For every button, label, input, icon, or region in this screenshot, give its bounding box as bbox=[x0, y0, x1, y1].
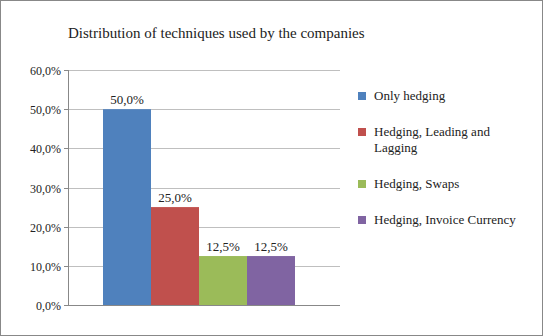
chart-border bbox=[1, 1, 543, 336]
x-axis-line bbox=[68, 305, 340, 306]
data-label: 12,5% bbox=[254, 239, 288, 254]
y-tick-label: 10,0% bbox=[30, 260, 61, 274]
legend-item: Hedging, Leading and Lagging bbox=[358, 124, 533, 156]
y-tick-label: 30,0% bbox=[30, 182, 61, 196]
legend-label: Only hedging bbox=[374, 88, 445, 103]
chart-svg: Distribution of techniques used by the c… bbox=[0, 0, 543, 336]
legend-swatch bbox=[358, 92, 366, 100]
bar bbox=[199, 256, 247, 305]
y-axis-line bbox=[68, 70, 69, 305]
chart-title: Distribution of techniques used by the c… bbox=[68, 25, 365, 41]
y-tick-label: 0,0% bbox=[36, 299, 61, 313]
legend: Only hedging Hedging, Leading and Lagging… bbox=[358, 88, 533, 248]
legend-label: Hedging, Invoice Currency bbox=[374, 212, 516, 227]
tick-mark bbox=[64, 109, 68, 110]
legend-label: Hedging, Leading and Lagging bbox=[374, 124, 490, 155]
legend-label: Hedging, Swaps bbox=[374, 176, 459, 191]
tick-mark bbox=[64, 305, 68, 306]
tick-mark bbox=[64, 266, 68, 267]
tick-mark bbox=[64, 227, 68, 228]
bar bbox=[247, 256, 295, 305]
tick-mark bbox=[64, 70, 68, 71]
legend-item: Only hedging bbox=[358, 88, 533, 104]
legend-swatch bbox=[358, 128, 366, 136]
bar bbox=[151, 207, 199, 305]
grid-line bbox=[68, 70, 340, 71]
y-tick-label: 60,0% bbox=[30, 64, 61, 78]
legend-swatch bbox=[358, 216, 366, 224]
data-label: 12,5% bbox=[206, 239, 240, 254]
y-tick-label: 40,0% bbox=[30, 142, 61, 156]
legend-swatch bbox=[358, 180, 366, 188]
y-tick-label: 50,0% bbox=[30, 103, 61, 117]
tick-mark bbox=[64, 148, 68, 149]
legend-item: Hedging, Invoice Currency bbox=[358, 212, 533, 228]
bar bbox=[103, 109, 151, 305]
data-label: 50,0% bbox=[110, 92, 144, 107]
y-tick-label: 20,0% bbox=[30, 221, 61, 235]
tick-mark bbox=[64, 188, 68, 189]
chart-container: Distribution of techniques used by the c… bbox=[0, 0, 543, 336]
grid-line bbox=[68, 305, 340, 306]
legend-item: Hedging, Swaps bbox=[358, 176, 533, 192]
data-label: 25,0% bbox=[158, 190, 192, 205]
